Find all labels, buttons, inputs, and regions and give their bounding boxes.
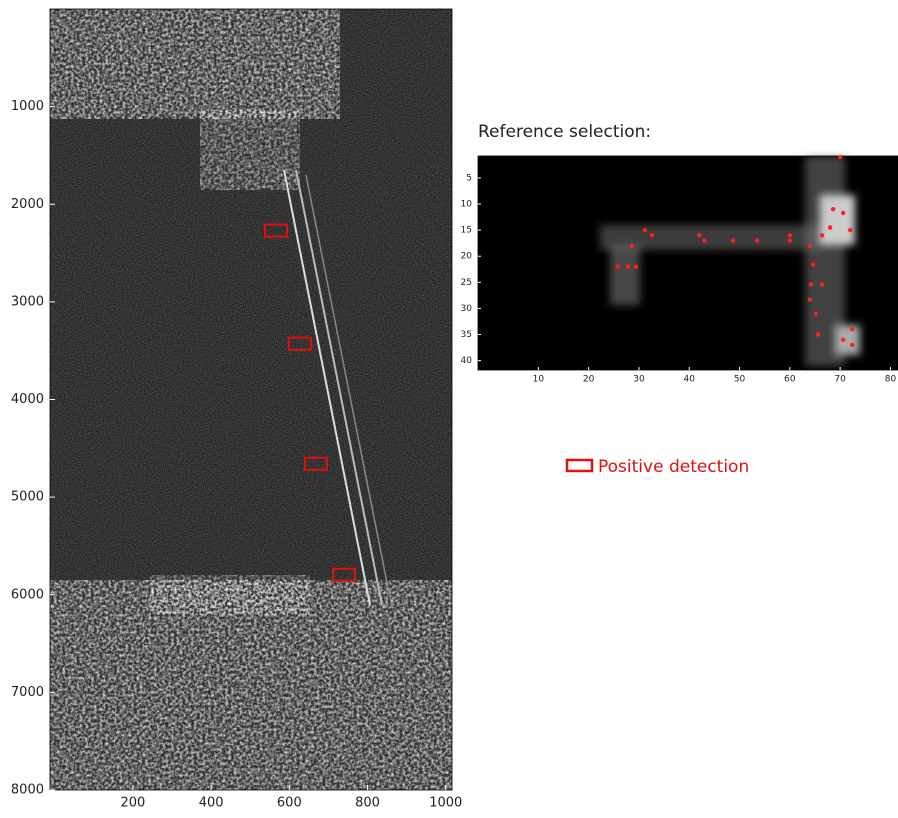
x-tick-label: 30 [633,375,645,385]
x-tick-label: 40 [684,375,696,385]
y-tick-label: 2000 [11,197,44,212]
x-tick-label: 10 [533,375,545,385]
x-tick-label: 1000 [429,796,462,811]
sar-image [50,9,452,790]
detection-point [643,228,647,232]
y-tick-label: 10 [461,200,473,210]
detection-point [626,264,630,268]
detection-point [634,264,638,268]
detection-point [838,155,842,159]
detection-point [841,338,845,342]
y-tick-label: 20 [461,252,473,262]
legend-swatch [567,460,592,471]
detection-point [814,311,818,315]
x-tick-label: 20 [583,375,595,385]
x-tick-label: 70 [834,375,846,385]
legend-label: Positive detection [598,457,749,477]
x-tick-label: 800 [355,796,380,811]
detection-point [850,343,854,347]
detection-point [630,244,634,248]
detection-point [702,238,706,242]
y-tick-label: 8000 [11,783,44,798]
detection-point [650,233,654,237]
y-tick-label: 15 [461,226,472,236]
detection-point [848,228,852,232]
detection-point [820,282,824,286]
x-tick-label: 50 [734,375,746,385]
reference-image [478,156,898,370]
x-tick-label: 600 [277,796,302,811]
detection-point [809,282,813,286]
panel-title: Reference selection: [478,122,651,142]
detection-point [808,244,812,248]
detection-point [755,238,759,242]
detection-point [811,262,815,266]
detection-point [788,233,792,237]
y-tick-label: 5000 [11,490,44,505]
y-tick-label: 4000 [11,392,44,407]
detection-point [616,264,620,268]
y-tick-label: 40 [461,356,473,366]
x-tick-label: 80 [885,375,897,385]
y-tick-label: 3000 [11,294,44,309]
y-tick-label: 5 [466,173,472,183]
y-tick-label: 7000 [11,685,44,700]
detection-point [831,207,835,211]
y-tick-label: 1000 [11,99,44,114]
detection-point [850,327,854,331]
y-tick-label: 6000 [11,587,44,602]
detection-point [820,233,824,237]
detection-point [808,297,812,301]
detection-point [828,225,832,229]
detection-point [841,211,845,215]
figure: Reference selection: 200 400 600 800 1000 100… [0,0,898,814]
y-tick-label: 25 [461,278,472,288]
detection-point [816,332,820,336]
detection-point [697,233,701,237]
detection-point [788,238,792,242]
y-tick-label: 35 [461,330,472,340]
x-tick-label: 400 [199,796,224,811]
y-tick-label: 30 [461,304,473,314]
x-tick-label: 60 [784,375,796,385]
x-tick-label: 200 [120,796,145,811]
detection-point [731,238,735,242]
